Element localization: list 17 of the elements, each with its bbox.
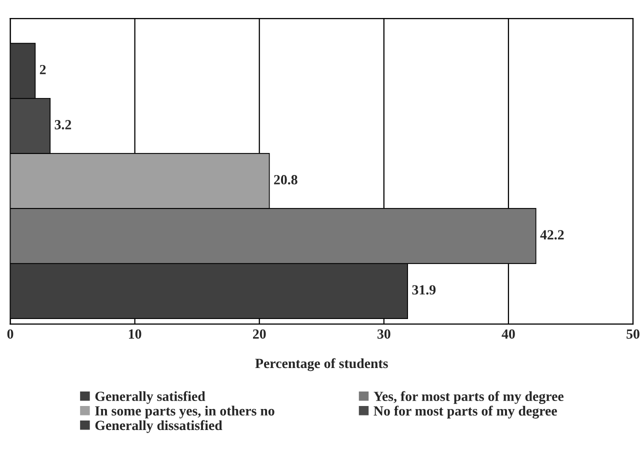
data-label: 42.2 [540,230,564,240]
x-tick-label: 40 [502,329,515,339]
x-tick-label: 30 [377,329,390,339]
x-tick-label: 20 [253,329,266,339]
data-label: 3.2 [54,120,72,130]
legend-label: No for most parts of my degree [374,406,557,419]
x-tick-label: 50 [626,329,640,339]
data-label: 2 [40,64,46,74]
legend-label: Yes, for most parts of my degree [374,391,564,404]
legend-label: In some parts yes, in others no [95,406,274,418]
x-axis-title: Percentage of students [255,358,388,372]
legend-label: Generally dissatisfied [95,420,222,433]
x-tick-label: 10 [128,329,142,339]
x-tick-label: 0 [7,329,14,339]
legend-label: Generally satisfied [95,391,206,404]
data-label: 20.8 [274,175,298,184]
data-label: 31.9 [412,285,436,295]
